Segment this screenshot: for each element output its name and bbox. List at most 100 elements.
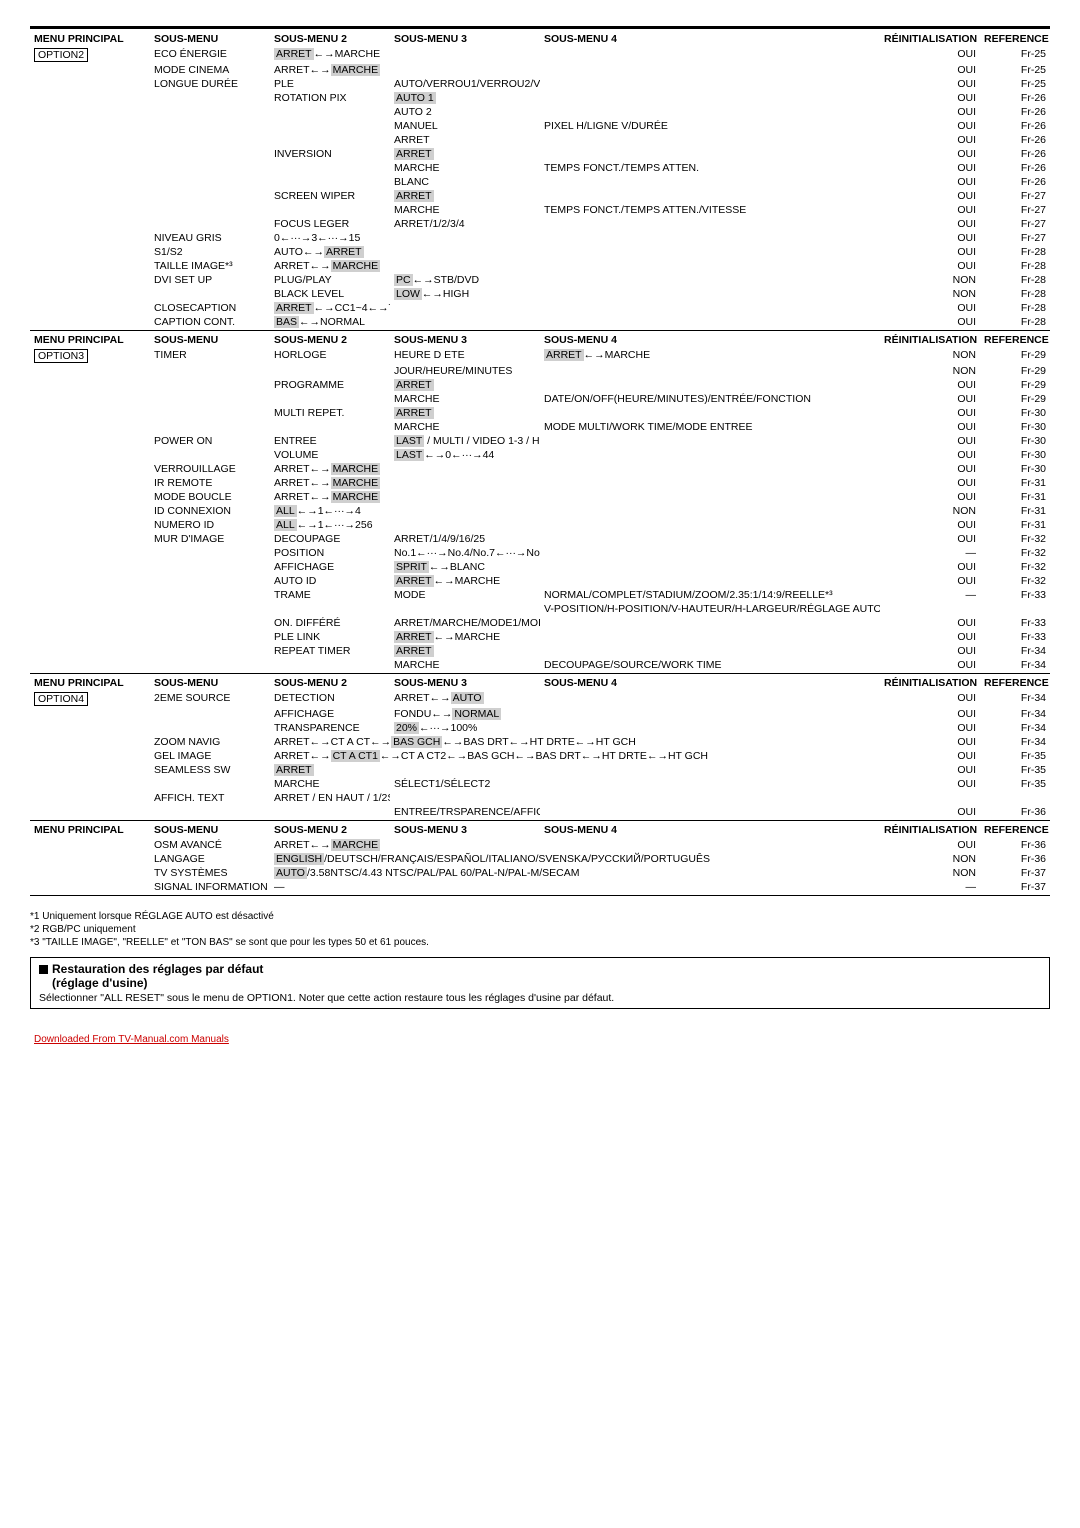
cell-sm3	[390, 476, 540, 490]
cell-sm4	[540, 77, 880, 91]
cell-rn: OUI	[880, 777, 980, 791]
cell-sm2	[270, 602, 390, 616]
cell-rf: Fr-25	[980, 47, 1050, 63]
cell-rn	[880, 602, 980, 616]
table-row: CAPTION CONT.BAS←→NORMALOUIFr-28	[30, 315, 1050, 329]
cell-mp	[30, 189, 150, 203]
cell-sm3	[390, 791, 540, 805]
cell-rf: Fr-31	[980, 518, 1050, 532]
h-sm2: SOUS-MENU 2	[270, 675, 390, 691]
cell-sm	[150, 448, 270, 462]
cell-sm2	[270, 392, 390, 406]
cell-mp	[30, 259, 150, 273]
cell-rn: OUI	[880, 105, 980, 119]
cell-sm3: ARRET	[390, 406, 540, 420]
cell-mp	[30, 119, 150, 133]
cell-mp	[30, 707, 150, 721]
cell-sm3: MARCHE	[390, 203, 540, 217]
cell-sm3	[390, 838, 540, 852]
table-row: MANUELPIXEL H/LIGNE V/DURÉEOUIFr-26	[30, 119, 1050, 133]
cell-mp	[30, 644, 150, 658]
cell-mp	[30, 602, 150, 616]
cell-sm	[150, 189, 270, 203]
cell-sm4	[540, 462, 880, 476]
cell-rf: Fr-27	[980, 203, 1050, 217]
cell-sm	[150, 560, 270, 574]
cell-rf: Fr-30	[980, 448, 1050, 462]
cell-rf: Fr-26	[980, 91, 1050, 105]
cell-sm	[150, 392, 270, 406]
h-sm4: SOUS-MENU 4	[540, 332, 880, 348]
cell-sm3	[390, 518, 540, 532]
table-row: SIGNAL INFORMATION——Fr-37	[30, 880, 1050, 894]
cell-sm4	[540, 504, 880, 518]
cell-rf: Fr-32	[980, 574, 1050, 588]
restore-subtitle: (réglage d'usine)	[52, 976, 1041, 990]
cell-sm	[150, 630, 270, 644]
cell-sm3: SÉLECT1/SÉLECT2	[390, 777, 540, 791]
cell-mp	[30, 763, 150, 777]
cell-rn: OUI	[880, 406, 980, 420]
cell-sm2: ON. DIFFÉRÉ	[270, 616, 390, 630]
cell-rf: Fr-25	[980, 77, 1050, 91]
cell-mp	[30, 532, 150, 546]
restore-text: Sélectionner "ALL RESET" sous le menu de…	[39, 992, 1041, 1004]
table-row: ID CONNEXIONALL←→1←···→4NONFr-31	[30, 504, 1050, 518]
cell-rn: OUI	[880, 133, 980, 147]
cell-sm3	[390, 602, 540, 616]
cell-sm4	[540, 105, 880, 119]
cell-sm4	[540, 63, 880, 77]
cell-rf: Fr-28	[980, 245, 1050, 259]
cell-rn: OUI	[880, 245, 980, 259]
cell-rn: NON	[880, 273, 980, 287]
footnotes: *1 Uniquement lorsque RÉGLAGE AUTO est d…	[30, 910, 1050, 949]
cell-sm3: ENTREE/TRSPARENCE/AFFICHAGE	[390, 805, 540, 819]
h-rn: RÉINITIALISATION	[880, 675, 980, 691]
table-row: MARCHEDECOUPAGE/SOURCE/WORK TIMEOUIFr-34	[30, 658, 1050, 672]
cell-sm3: ARRET←→AUTO	[390, 691, 540, 707]
cell-sm2: PROGRAMME	[270, 378, 390, 392]
cell-sm4	[540, 406, 880, 420]
cell-sm: NIVEAU GRIS	[150, 231, 270, 245]
cell-sm4	[540, 273, 880, 287]
cell-sm2: DECOUPAGE	[270, 532, 390, 546]
cell-rf: Fr-32	[980, 560, 1050, 574]
cell-sm3: AUTO/VERROU1/VERROU2/VERROU3	[390, 77, 540, 91]
cell-sm2: TRANSPARENCE	[270, 721, 390, 735]
cell-sm4	[540, 490, 880, 504]
cell-mp	[30, 735, 150, 749]
cell-sm3	[390, 880, 540, 894]
cell-sm2: ARRET←→MARCHE	[270, 490, 390, 504]
cell-rf: Fr-34	[980, 644, 1050, 658]
cell-sm4	[540, 546, 880, 560]
cell-rf: Fr-29	[980, 392, 1050, 406]
cell-mp	[30, 852, 150, 866]
cell-rn: OUI	[880, 691, 980, 707]
table-row: POWER ONENTREELAST / MULTI / VIDEO 1-3 /…	[30, 434, 1050, 448]
h-mp: MENU PRINCIPAL	[30, 332, 150, 348]
cell-sm4: PIXEL H/LIGNE V/DURÉE	[540, 119, 880, 133]
cell-rn: OUI	[880, 189, 980, 203]
cell-rn: OUI	[880, 231, 980, 245]
h-sm: SOUS-MENU	[150, 31, 270, 47]
cell-mp	[30, 560, 150, 574]
cell-sm3: LOW←→HIGH	[390, 287, 540, 301]
cell-rf: Fr-29	[980, 348, 1050, 364]
cell-rn: NON	[880, 348, 980, 364]
h-sm: SOUS-MENU	[150, 675, 270, 691]
table-row: LONGUE DURÉEPLEAUTO/VERROU1/VERROU2/VERR…	[30, 77, 1050, 91]
cell-sm3: ARRET	[390, 133, 540, 147]
cell-sm4: MODE MULTI/WORK TIME/MODE ENTREE	[540, 420, 880, 434]
table-row: POSITIONNo.1←···→No.4/No.7←···→No.15/No.…	[30, 546, 1050, 560]
cell-mp	[30, 866, 150, 880]
manual-link[interactable]: Downloaded From TV-Manual.com Manuals	[34, 1034, 229, 1045]
cell-sm3: ARRET	[390, 644, 540, 658]
cell-sm: CAPTION CONT.	[150, 315, 270, 329]
cell-sm3: SPRIT←→BLANC	[390, 560, 540, 574]
cell-rf: Fr-26	[980, 161, 1050, 175]
table-row: MODE BOUCLEARRET←→MARCHEOUIFr-31	[30, 490, 1050, 504]
cell-rf: Fr-32	[980, 546, 1050, 560]
cell-sm	[150, 721, 270, 735]
cell-sm3: LAST / MULTI / VIDEO 1-3 / HD/DVD 1-2 / …	[390, 434, 540, 448]
cell-sm: S1/S2	[150, 245, 270, 259]
